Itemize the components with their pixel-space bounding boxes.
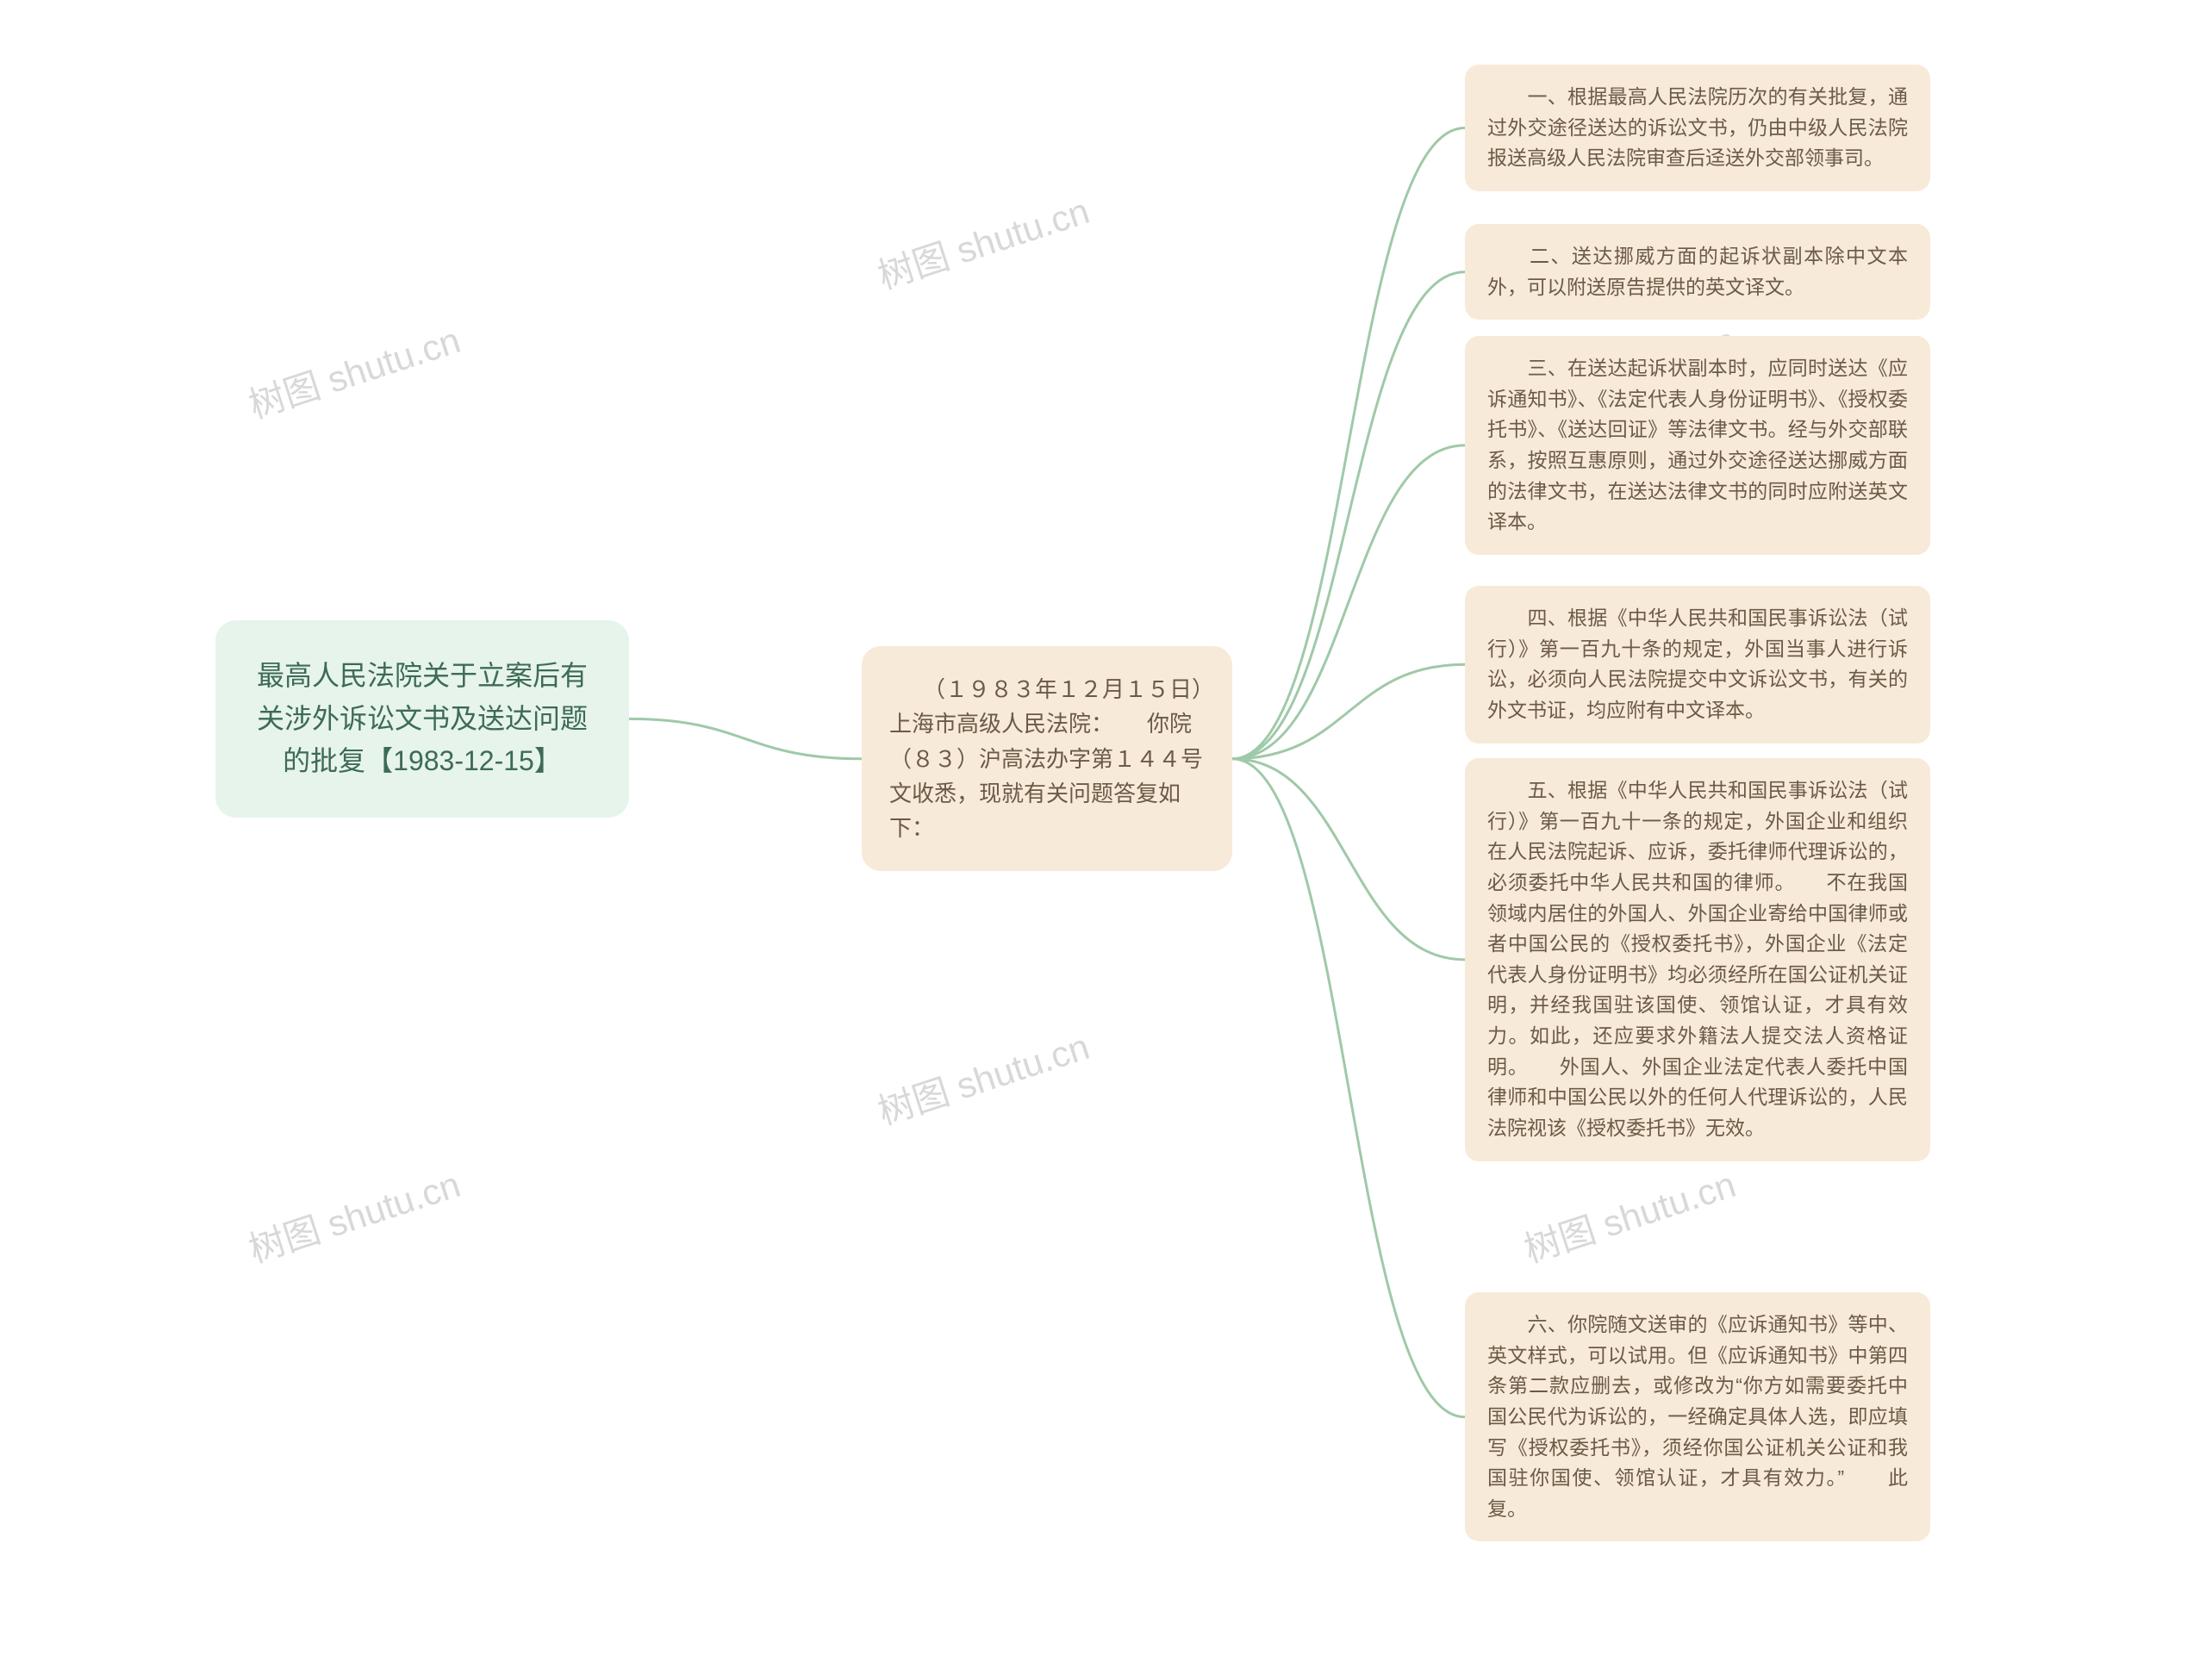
leaf-node: 六、你院随文送审的《应诉通知书》等中、英文样式，可以试用。但《应诉通知书》中第四… <box>1465 1292 1930 1541</box>
leaf-label: 一、根据最高人民法院历次的有关批复，通过外交途径送达的诉讼文书，仍由中级人民法院… <box>1487 85 1908 169</box>
watermark: 树图 shutu.cn <box>870 182 1095 300</box>
watermark: 树图 shutu.cn <box>241 311 466 429</box>
watermark: 树图 shutu.cn <box>870 1017 1095 1136</box>
leaf-node: 五、根据《中华人民共和国民事诉讼法（试行）》第一百九十一条的规定，外国企业和组织… <box>1465 758 1930 1161</box>
watermark: 树图 shutu.cn <box>1517 1155 1742 1273</box>
leaf-node: 四、根据《中华人民共和国民事诉讼法（试行）》第一百九十条的规定，外国当事人进行诉… <box>1465 586 1930 744</box>
leaf-node: 二、送达挪威方面的起诉状副本除中文本外，可以附送原告提供的英文译文。 <box>1465 224 1930 320</box>
leaf-label: 二、送达挪威方面的起诉状副本除中文本外，可以附送原告提供的英文译文。 <box>1487 245 1908 298</box>
mid-node: （１９８３年１２月１５日）上海市高级人民法院： 你院（８３）沪高法办字第１４４号… <box>862 646 1232 871</box>
root-node: 最高人民法院关于立案后有关涉外诉讼文书及送达问题的批复【1983-12-15】 <box>215 620 629 818</box>
mid-label: （１９８３年１２月１５日）上海市高级人民法院： 你院（８３）沪高法办字第１４４号… <box>889 676 1203 841</box>
leaf-label: 五、根据《中华人民共和国民事诉讼法（试行）》第一百九十一条的规定，外国企业和组织… <box>1487 779 1908 1139</box>
leaf-node: 一、根据最高人民法院历次的有关批复，通过外交途径送达的诉讼文书，仍由中级人民法院… <box>1465 65 1930 191</box>
leaf-label: 六、你院随文送审的《应诉通知书》等中、英文样式，可以试用。但《应诉通知书》中第四… <box>1487 1313 1908 1520</box>
leaf-label: 四、根据《中华人民共和国民事诉讼法（试行）》第一百九十条的规定，外国当事人进行诉… <box>1487 607 1908 721</box>
root-label: 最高人民法院关于立案后有关涉外诉讼文书及送达问题的批复【1983-12-15】 <box>257 660 588 776</box>
watermark: 树图 shutu.cn <box>241 1155 466 1273</box>
leaf-node: 三、在送达起诉状副本时，应同时送达《应诉通知书》、《法定代表人身份证明书》、《授… <box>1465 336 1930 555</box>
leaf-label: 三、在送达起诉状副本时，应同时送达《应诉通知书》、《法定代表人身份证明书》、《授… <box>1487 357 1908 532</box>
